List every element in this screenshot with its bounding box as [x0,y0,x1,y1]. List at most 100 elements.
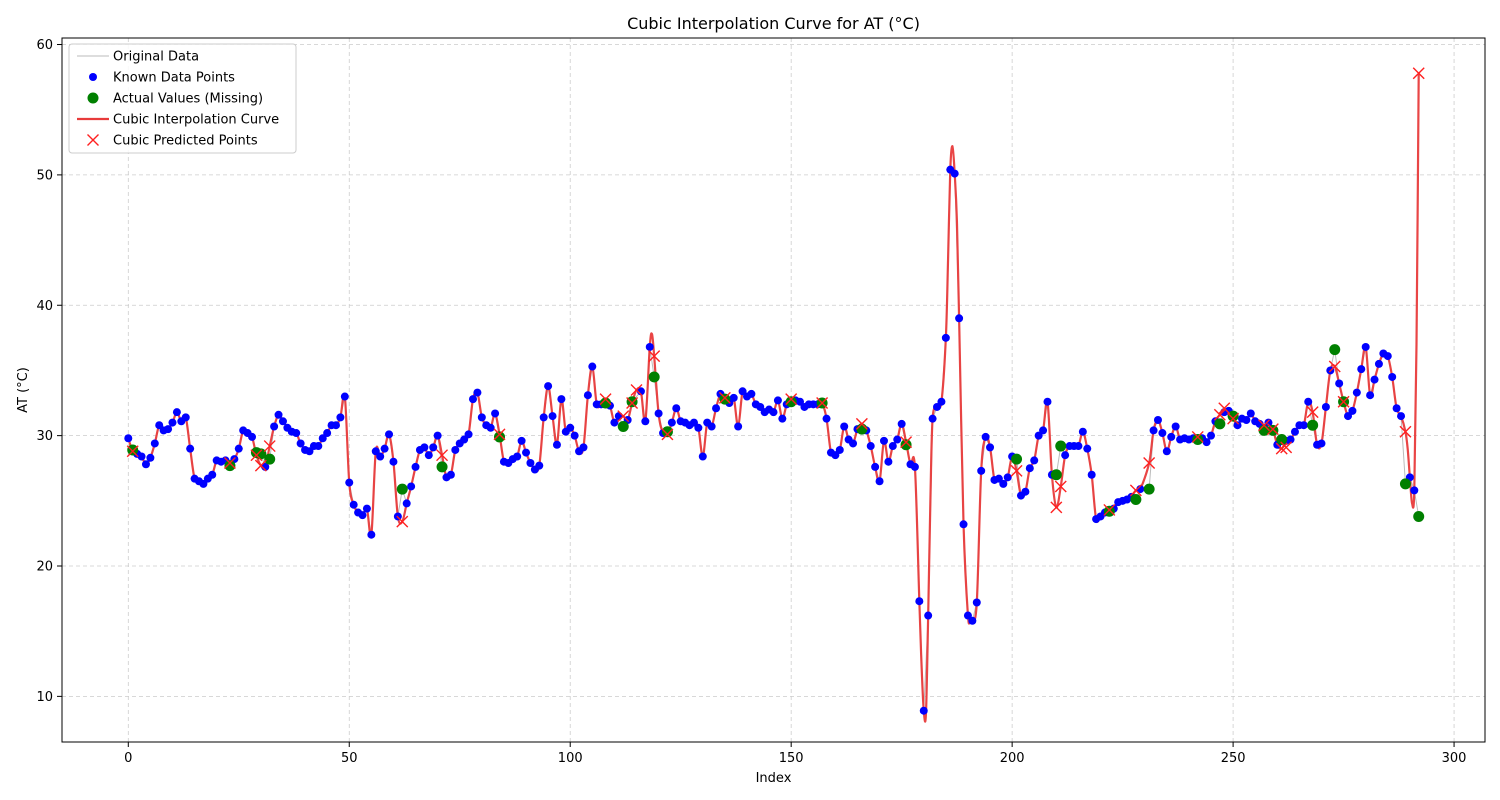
actual-value-point [900,439,912,451]
x-axis-ticks: 0 50 100 150 200 250 300 [124,742,1466,766]
known-data-point [491,409,500,418]
known-data-point [1087,470,1096,479]
actual-value-point [626,396,638,408]
actual-value-point [661,426,673,438]
predicted-point [223,457,236,470]
known-data-point [893,435,902,444]
known-data-point [340,392,349,401]
known-data-point [977,466,986,475]
predicted-point [630,384,643,396]
predicted-point [599,393,612,406]
predicted-point [263,440,276,453]
known-data-point [155,421,164,430]
x-tick-label: 300 [1442,751,1467,766]
legend-label: Actual Values (Missing) [113,92,263,107]
known-data-point [314,442,323,451]
known-data-point [199,479,208,488]
known-data-point [1003,473,1012,482]
known-data-point [1171,422,1180,431]
x-axis-label: Index [756,771,792,786]
predicted-point [1412,67,1425,80]
known-data-point [164,425,173,434]
known-data-point [1286,435,1295,444]
known-data-point [672,404,681,413]
known-data-point [385,430,394,439]
known-data-point [305,447,314,456]
known-data-point [1246,409,1255,418]
known-data-point [464,430,473,439]
known-data-point [999,479,1008,488]
predicted-point [785,393,798,406]
known-data-point [274,410,283,419]
y-axis-ticks: 10 20 30 40 50 60 [36,38,62,705]
known-data-point [933,402,942,411]
known-data-point [270,422,279,431]
actual-value-point [224,460,236,472]
known-data-point [1158,429,1167,438]
known-data-point [879,436,888,445]
known-data-point [1321,402,1330,411]
y-tick-label: 30 [36,429,53,444]
predicted-points [126,67,1425,528]
known-data-point [446,470,455,479]
known-data-point [433,431,442,440]
known-data-point [769,408,778,417]
predicted-point [1213,408,1226,421]
actual-value-point [127,444,139,456]
known-data-point [712,404,721,413]
known-data-point [694,423,703,432]
actual-value-point [1413,510,1425,522]
actual-value-point [1227,410,1239,422]
known-data-point [707,422,716,431]
known-data-point [1388,372,1397,381]
legend-known-handle [89,73,97,81]
actual-value-point [1055,440,1067,452]
predicted-point [661,428,674,441]
known-data-point [451,445,460,454]
predicted-point [816,397,829,410]
known-data-point [460,435,469,444]
known-data-point [473,388,482,397]
known-data-point [1352,388,1361,397]
x-tick-label: 250 [1221,751,1246,766]
actual-value-point [1050,469,1062,481]
known-data-point [544,382,553,391]
known-data-point [963,611,972,620]
known-data-point [1397,412,1406,421]
y-tick-label: 20 [36,560,53,575]
known-data-point [468,395,477,404]
predicted-point [1054,480,1067,493]
known-data-point [420,443,429,452]
known-data-point [796,397,805,406]
known-data-point [1034,431,1043,440]
known-data-point [614,412,623,421]
known-data-point [1392,404,1401,413]
known-data-point [477,413,486,422]
known-data-point [358,511,367,520]
known-data-point [588,362,597,371]
known-data-point [884,457,893,466]
known-data-point [389,457,398,466]
y-axis-label: AT (°C) [16,367,31,413]
known-data-point [1410,486,1419,495]
known-data-point [871,462,880,471]
known-data-point [1374,359,1383,368]
known-data-point [698,452,707,461]
known-data-point [539,413,548,422]
legend-box [68,43,297,154]
predicted-point [396,515,409,528]
predicted-point [1103,503,1116,516]
predicted-point [1227,412,1240,425]
known-data-point [610,418,619,427]
known-data-point [208,470,217,479]
known-data-point [557,395,566,404]
known-data-point [362,504,371,513]
x-tick-label: 150 [779,751,804,766]
actual-value-point [617,421,629,433]
known-data-point [937,397,946,406]
legend: Original Data Known Data Points Actual Val… [68,43,297,154]
plot-frame [61,37,1486,743]
known-data-point [1233,421,1242,430]
actual-value-point [1214,418,1226,430]
x-tick-label: 0 [124,751,132,766]
